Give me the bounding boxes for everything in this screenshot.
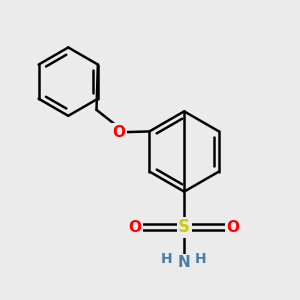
Text: O: O [227,220,240,235]
Text: O: O [112,125,125,140]
Text: H: H [160,252,172,266]
Text: H: H [195,252,206,266]
Text: N: N [178,255,190,270]
Text: S: S [178,218,190,236]
Text: O: O [129,220,142,235]
